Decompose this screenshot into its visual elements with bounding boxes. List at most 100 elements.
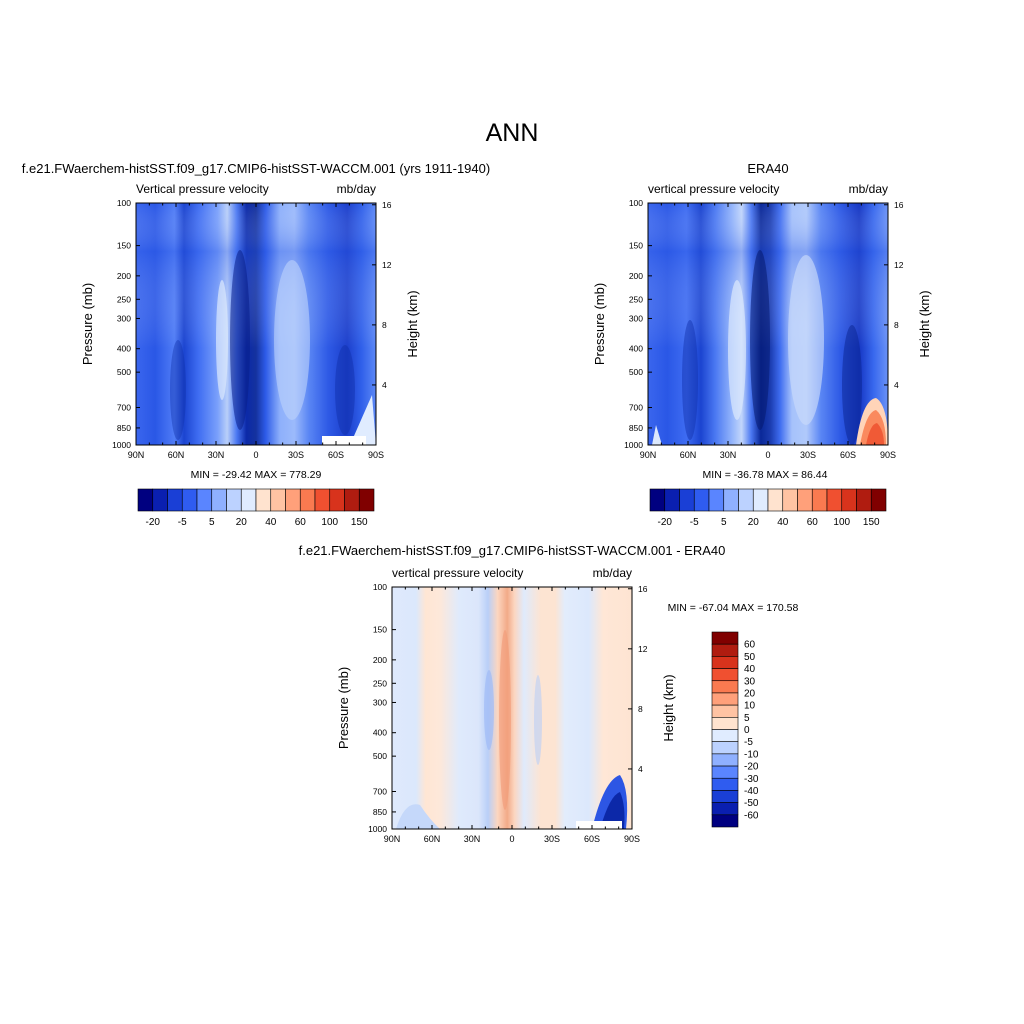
colorbar-swatch xyxy=(329,488,345,512)
y-right-tick-label: 8 xyxy=(382,320,387,330)
min-max-label: MIN = -36.78 MAX = 86.44 xyxy=(703,469,828,481)
colorbar-label: -60 xyxy=(744,810,759,821)
y-tick-label: 100 xyxy=(373,582,387,592)
colorbar-label: 150 xyxy=(863,517,880,528)
colorbar-swatch xyxy=(285,488,301,512)
colorbar-label: 5 xyxy=(209,517,215,528)
colorbar-swatch xyxy=(181,488,198,512)
y-axis-label: Pressure (mb) xyxy=(336,667,351,749)
y-tick-label: 400 xyxy=(117,344,131,354)
colorbar-label: 20 xyxy=(236,517,248,528)
y-tick-label: 500 xyxy=(373,751,387,761)
axes: 90N 60N 30N 0 30S 60S 90S 100 150 200 250 300 400 500… xyxy=(368,582,648,844)
colorbar-label: 60 xyxy=(807,517,819,528)
colorbar-swatch xyxy=(711,777,739,791)
colorbar-label: -5 xyxy=(690,517,699,528)
x-tick-label: 30S xyxy=(544,834,560,844)
panel-left-subtitle: vertical pressure velocity xyxy=(392,566,523,580)
y-tick-label: 150 xyxy=(629,241,643,251)
x-tick-label: 90N xyxy=(384,834,401,844)
y-tick-label: 700 xyxy=(629,403,643,413)
y-tick-label: 500 xyxy=(117,367,131,377)
heatmap-field xyxy=(392,587,632,829)
y-right-tick-label: 16 xyxy=(382,200,392,210)
colorbar-label: 40 xyxy=(744,664,756,675)
y-right-tick-label: 8 xyxy=(894,320,899,330)
colorbar-label: 150 xyxy=(351,517,368,528)
colorbar-swatch xyxy=(711,704,739,718)
colorbar-swatch xyxy=(711,643,739,657)
colorbar-label: -5 xyxy=(744,737,753,748)
x-tick-label: 30S xyxy=(800,450,816,460)
y-right-tick-label: 4 xyxy=(638,764,643,774)
colorbar-label: -50 xyxy=(744,798,759,809)
colorbar-swatch xyxy=(693,488,710,512)
axes: 90N 60N 30N 0 30S 60S 90S 100 150 200 250 300 400 500… xyxy=(624,198,904,460)
x-tick-label: 30N xyxy=(208,450,225,460)
colorbar-swatch xyxy=(240,488,257,512)
panel-right-subtitle: mb/day xyxy=(337,182,376,196)
axes: 90N 60N 30N 0 30S 60S 90S 100 150 200 250 300 400 500… xyxy=(112,198,392,460)
x-tick-label: 60S xyxy=(328,450,344,460)
y-right-tick-label: 8 xyxy=(638,704,643,714)
colorbar-label: 50 xyxy=(744,652,756,663)
x-tick-label: 0 xyxy=(765,450,770,460)
y-tick-label: 200 xyxy=(373,655,387,665)
y-tick-label: 250 xyxy=(117,294,131,304)
panel-left-subtitle: Vertical pressure velocity xyxy=(136,182,269,196)
panel-right-subtitle: mb/day xyxy=(593,566,632,580)
colorbar: -20 -5 5 20 40 60 100 150 xyxy=(137,488,375,528)
y-tick-label: 150 xyxy=(373,625,387,635)
panel-right-subtitle: mb/day xyxy=(849,182,888,196)
colorbar-swatch xyxy=(711,631,739,645)
x-tick-label: 60S xyxy=(840,450,856,460)
colorbar-swatch xyxy=(711,814,739,828)
colorbar-label: 0 xyxy=(744,725,750,736)
panel-title: f.e21.FWaerchem-histSST.f09_g17.CMIP6-hi… xyxy=(299,543,726,558)
colorbar-swatch xyxy=(811,488,828,512)
colorbar-swatch xyxy=(752,488,769,512)
colorbar-swatch xyxy=(358,488,375,512)
colorbar: -20 -5 5 20 40 60 100 150 xyxy=(649,488,887,528)
colorbar-swatch xyxy=(711,790,739,803)
colorbar-swatch xyxy=(270,488,286,512)
colorbar-swatch xyxy=(679,488,695,512)
y-tick-label: 850 xyxy=(629,423,643,433)
y-axis-right-label: Height (km) xyxy=(661,674,676,741)
x-tick-label: 30N xyxy=(720,450,737,460)
page-title: ANN xyxy=(486,119,539,147)
colorbar-label: -5 xyxy=(178,517,187,528)
colorbar-swatch xyxy=(782,488,798,512)
y-axis-right-label: Height (km) xyxy=(917,290,932,357)
colorbar-label: 100 xyxy=(833,517,850,528)
y-tick-label: 200 xyxy=(629,271,643,281)
colorbar-swatch xyxy=(196,488,213,512)
x-tick-label: 90S xyxy=(624,834,640,844)
y-right-tick-label: 12 xyxy=(382,260,392,270)
colorbar-swatch xyxy=(711,692,739,706)
colorbar-swatch xyxy=(711,753,739,767)
colorbar-label: 40 xyxy=(265,517,277,528)
colorbar-label: -20 xyxy=(744,762,759,773)
x-tick-label: 90N xyxy=(128,450,145,460)
x-tick-label: 60N xyxy=(168,450,185,460)
y-tick-label: 250 xyxy=(629,294,643,304)
y-axis-right-label: Height (km) xyxy=(405,290,420,357)
colorbar-label: -20 xyxy=(146,517,161,528)
colorbar-swatch xyxy=(841,488,857,512)
colorbar-swatch xyxy=(711,802,739,816)
x-tick-label: 0 xyxy=(509,834,514,844)
colorbar-label: 60 xyxy=(295,517,307,528)
colorbar-swatch xyxy=(711,765,739,779)
colorbar-label: 20 xyxy=(748,517,760,528)
y-tick-label: 300 xyxy=(117,313,131,323)
colorbar-swatch xyxy=(649,488,666,512)
colorbar-swatch xyxy=(211,488,227,512)
colorbar-swatch xyxy=(299,488,316,512)
colorbar-swatch xyxy=(711,656,739,669)
colorbar-swatch xyxy=(711,741,739,755)
colorbar-swatch xyxy=(226,488,242,512)
heatmap-field xyxy=(648,203,888,445)
